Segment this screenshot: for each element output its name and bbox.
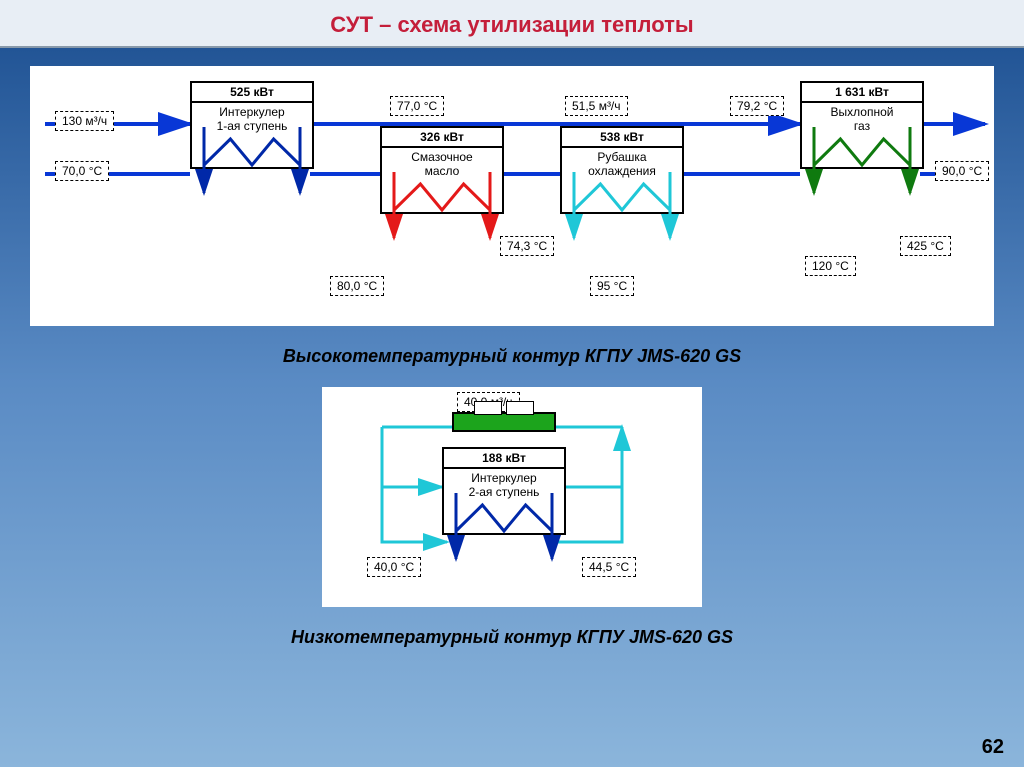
value-label: 79,2 °C [730,96,784,116]
value-label: 130 м³/ч [55,111,114,131]
value-label: 425 °C [900,236,951,256]
heat-exchanger-block: 525 кВтИнтеркулер1-ая ступень [190,81,314,169]
low-temp-diagram: 188 кВтИнтеркулер2-ая ступень40,0 м³/ч40… [322,387,702,607]
value-label: 80,0 °C [330,276,384,296]
heat-exchanger-block: 188 кВтИнтеркулер2-ая ступень [442,447,566,535]
block-body-label: Интеркулер1-ая ступень [192,103,312,167]
dry-cooler-icon [452,412,556,432]
block-body-label: Выхлопнойгаз [802,103,922,167]
value-label: 70,0 °C [55,161,109,181]
block-power-label: 326 кВт [382,128,502,148]
value-label: 95 °C [590,276,634,296]
caption-low-temp: Низкотемпературный контур КГПУ JMS-620 G… [0,627,1024,648]
slide-title: СУТ – схема утилизации теплоты [0,0,1024,48]
value-label: 44,5 °C [582,557,636,577]
block-power-label: 1 631 кВт [802,83,922,103]
block-body-label: Рубашкаохлаждения [562,148,682,212]
caption-high-temp: Высокотемпературный контур КГПУ JMS-620 … [0,346,1024,367]
value-label: 40,0 °C [367,557,421,577]
value-label: 74,3 °C [500,236,554,256]
block-power-label: 188 кВт [444,449,564,469]
heat-exchanger-block: 538 кВтРубашкаохлаждения [560,126,684,214]
block-power-label: 538 кВт [562,128,682,148]
block-body-label: Интеркулер2-ая ступень [444,469,564,533]
heat-exchanger-block: 326 кВтСмазочноемасло [380,126,504,214]
heat-exchanger-block: 1 631 кВтВыхлопнойгаз [800,81,924,169]
value-label: 77,0 °C [390,96,444,116]
block-body-label: Смазочноемасло [382,148,502,212]
block-power-label: 525 кВт [192,83,312,103]
value-label: 51,5 м³/ч [565,96,628,116]
page-number: 62 [982,736,1004,759]
value-label: 90,0 °C [935,161,989,181]
value-label: 120 °C [805,256,856,276]
high-temp-diagram: 525 кВтИнтеркулер1-ая ступень 326 кВтСмаз… [30,66,994,326]
